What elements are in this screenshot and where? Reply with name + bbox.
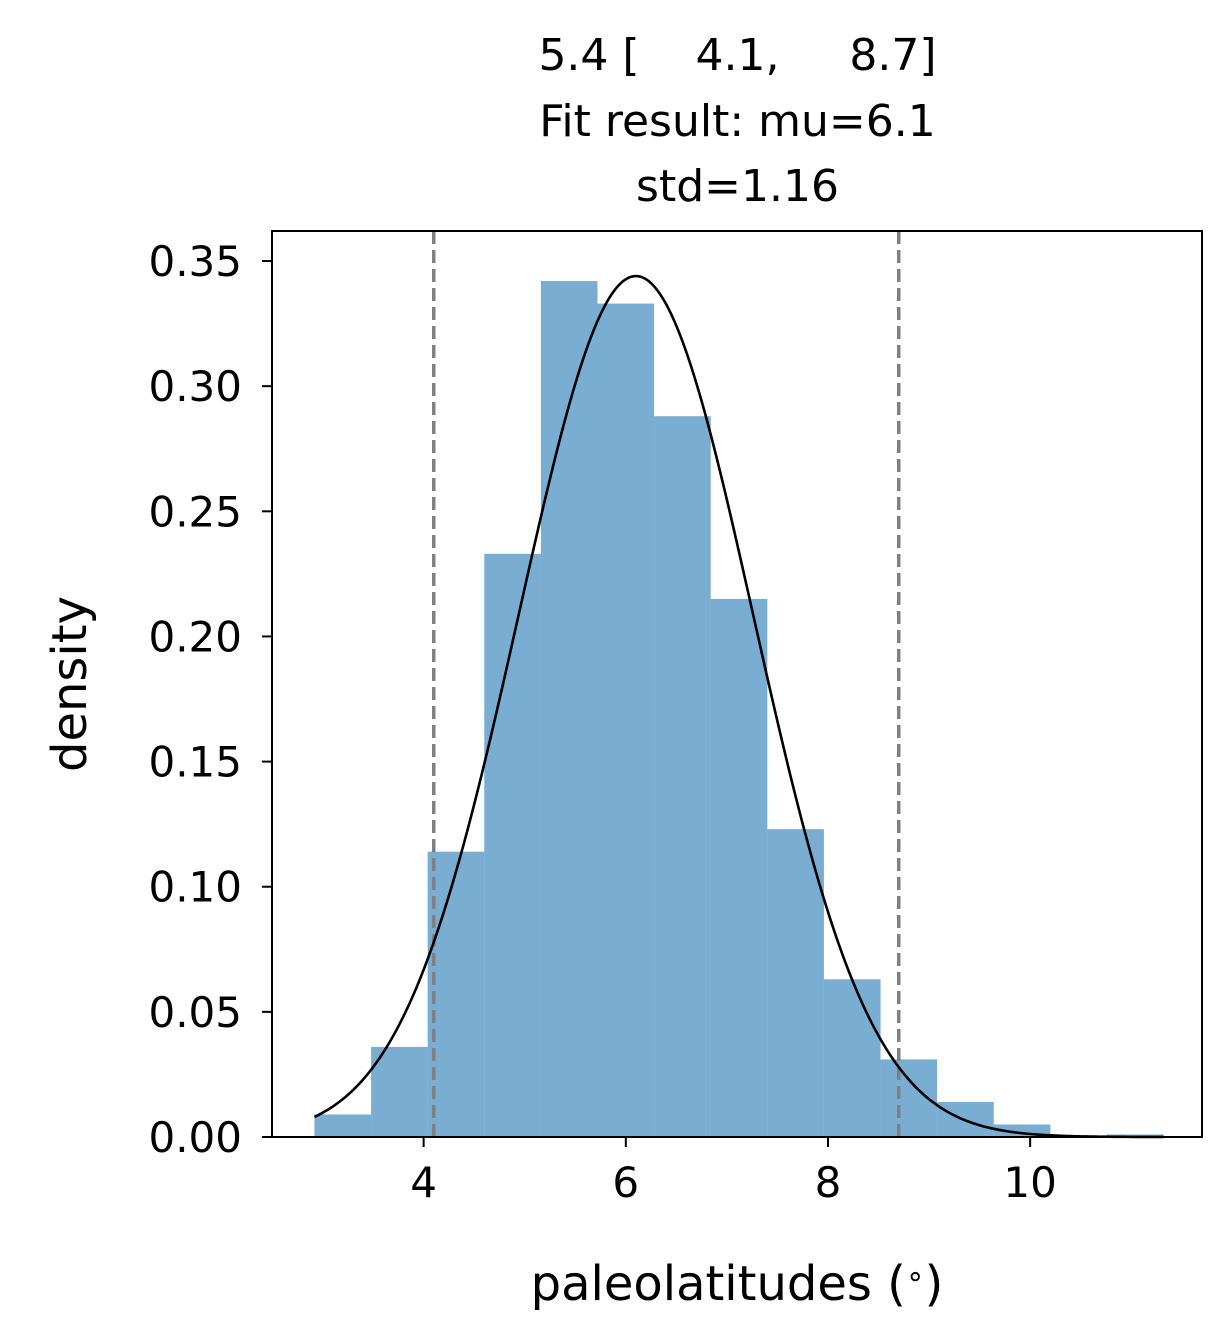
x-tick-label: 4 — [410, 1158, 437, 1207]
x-tick-label: 8 — [815, 1158, 842, 1207]
y-tick-label: 0.00 — [148, 1113, 242, 1162]
x-tick-label: 10 — [1003, 1158, 1056, 1207]
chart-title-line-1: 5.4 [ 4.1, 8.7] — [538, 30, 937, 81]
histogram-bar — [823, 979, 881, 1137]
y-tick-label: 0.30 — [148, 362, 242, 411]
y-tick-label: 0.10 — [148, 863, 242, 912]
histogram-bars — [314, 281, 1164, 1138]
fit-curve — [313, 274, 1164, 1139]
histogram-bar — [654, 416, 711, 1137]
plot-frame — [271, 230, 1203, 1138]
histogram-bar — [314, 1114, 372, 1137]
histogram-bar — [427, 851, 485, 1137]
x-axis-ticks: 4 6 8 10 — [410, 1137, 1057, 1207]
y-axis-label: density — [42, 596, 98, 772]
chart-title-line-2: Fit result: mu=6.1 — [539, 96, 936, 147]
histogram-bar — [597, 303, 655, 1138]
x-tick-label: 6 — [612, 1158, 639, 1207]
y-tick-label: 0.05 — [148, 988, 242, 1037]
histogram-bar — [710, 598, 768, 1137]
y-tick-label: 0.20 — [148, 612, 242, 661]
y-tick-label: 0.25 — [148, 487, 242, 536]
y-axis-ticks: 0.00 0.05 0.10 0.15 0.20 0.25 0.30 0.35 — [148, 237, 272, 1162]
histogram-bar — [767, 829, 824, 1137]
x-axis-label: paleolatitudes (∘) — [531, 1256, 944, 1312]
y-tick-label: 0.35 — [148, 237, 242, 286]
chart-title-line-3: std=1.16 — [636, 161, 839, 212]
histogram-bar — [371, 1046, 428, 1137]
y-tick-label: 0.15 — [148, 738, 242, 787]
histogram-bar — [540, 281, 598, 1137]
histogram-bar — [484, 553, 541, 1137]
